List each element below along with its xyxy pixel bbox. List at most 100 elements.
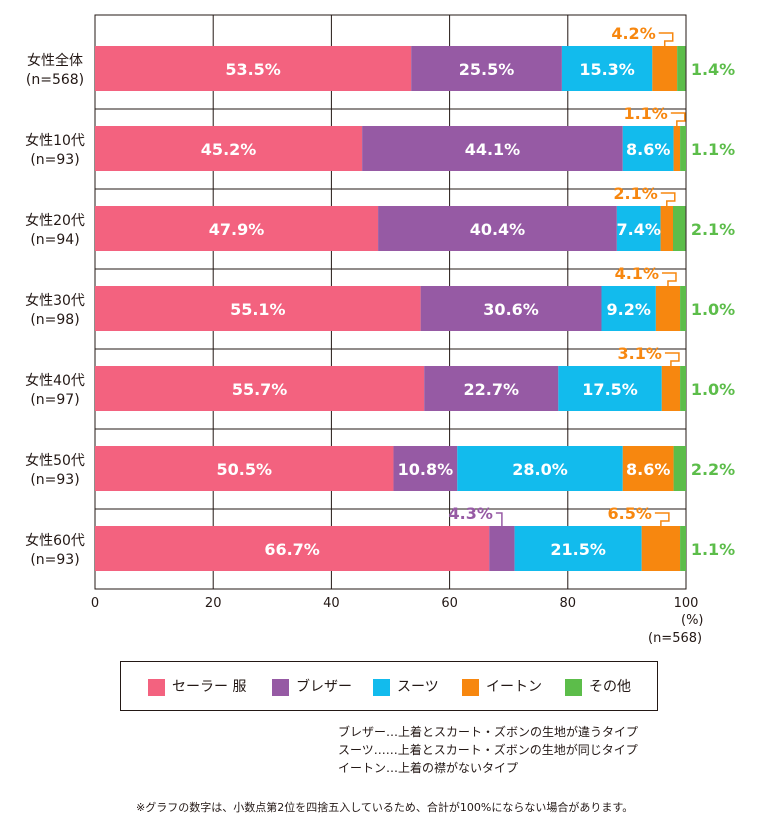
data-label-other: 2.2% — [691, 460, 735, 479]
stacked-bar-chart: 0 20 40 60 80 100 女性全体 (n=568) 53.5% 25.5% 15.3% 4.… — [25, 14, 735, 611]
leader-line-blazer — [495, 512, 503, 526]
category-sample-size: (n=94) — [30, 232, 79, 248]
data-label-sailor: 47.9% — [209, 220, 265, 239]
data-label-other: 1.0% — [691, 380, 735, 399]
bar-blazer — [420, 286, 602, 331]
data-label-suit: 17.5% — [582, 380, 638, 399]
note-blazer: ブレザー…上着とスカート・ズボンの生地が違うタイプ — [338, 725, 639, 739]
legend: セーラー 服 ブレザー スーツ イートン その他 — [120, 661, 658, 711]
data-label-sailor: 55.1% — [230, 300, 286, 319]
bar-sailor — [95, 46, 412, 91]
bar-suit — [601, 286, 656, 331]
category-label: 女性50代 — [25, 452, 85, 469]
leader-line-eton — [658, 32, 674, 46]
x-axis-sample-size: (n=568) — [648, 631, 703, 646]
leader-line-eton — [664, 352, 680, 366]
data-label-blazer: 44.1% — [465, 140, 521, 159]
category-label: 女性10代 — [25, 132, 85, 149]
bar-other — [672, 206, 686, 251]
bar-suit — [558, 366, 662, 411]
category-label: 女性40代 — [25, 372, 85, 389]
data-label-sailor: 55.7% — [232, 380, 288, 399]
bar-suit — [561, 46, 653, 91]
data-label-suit: 15.3% — [579, 60, 635, 79]
data-label-sailor: 50.5% — [216, 460, 272, 479]
data-label-other: 1.1% — [691, 140, 735, 159]
bar-suit — [616, 206, 661, 251]
legend-swatch-sailor — [148, 678, 165, 696]
x-tick-label-0: 0 — [91, 596, 99, 611]
bar-other — [680, 366, 686, 411]
category-sample-size: (n=97) — [30, 392, 79, 408]
legend-item-blazer: ブレザー — [272, 678, 352, 696]
data-label-suit: 9.2% — [606, 300, 650, 319]
data-label-eton: 3.1% — [618, 344, 662, 363]
legend-swatch-other — [565, 678, 582, 696]
bar-blazer — [424, 366, 559, 411]
legend-item-other: その他 — [565, 678, 631, 696]
legend-swatch-blazer — [272, 678, 289, 696]
data-label-sailor: 53.5% — [225, 60, 281, 79]
legend-label-suit: スーツ — [397, 679, 439, 695]
legend-label-other: その他 — [589, 679, 631, 695]
x-axis-unit: (%) — [681, 613, 704, 628]
leader-line-eton — [654, 512, 670, 526]
bar-other — [680, 126, 686, 171]
data-label-other: 1.1% — [691, 540, 735, 559]
bar-other — [680, 526, 686, 571]
bar-eton — [661, 366, 681, 411]
data-label-other: 1.4% — [691, 60, 735, 79]
data-label-blazer: 22.7% — [464, 380, 520, 399]
category-sample-size: (n=93) — [30, 472, 79, 488]
leader-line-eton — [661, 272, 677, 286]
data-label-eton: 4.2% — [611, 24, 655, 43]
legend-swatch-suit — [373, 678, 390, 696]
data-label-sailor: 45.2% — [201, 140, 257, 159]
data-label-blazer: 25.5% — [459, 60, 515, 79]
data-label-eton: 1.1% — [623, 104, 667, 123]
note-eton: イートン…上着の襟がないタイプ — [338, 761, 519, 775]
bar-sailor — [95, 526, 490, 571]
legend-item-suit: スーツ — [373, 678, 439, 696]
data-label-eton: 2.1% — [613, 184, 657, 203]
leader-line-eton — [660, 192, 676, 206]
bar-other — [680, 286, 686, 331]
bar-sailor — [95, 366, 425, 411]
legend-label-sailor: セーラー 服 — [172, 679, 247, 695]
x-tick-label-40: 40 — [323, 596, 340, 611]
x-tick-label-60: 60 — [441, 596, 458, 611]
bar-eton — [673, 126, 681, 171]
data-label-blazer: 10.8% — [398, 460, 454, 479]
bar-other — [673, 446, 686, 491]
data-label-suit: 28.0% — [512, 460, 568, 479]
category-sample-size: (n=93) — [30, 152, 79, 168]
bar-sailor — [95, 206, 379, 251]
bar-suit — [514, 526, 642, 571]
data-label-eton: 8.6% — [626, 460, 670, 479]
bar-blazer — [378, 206, 617, 251]
data-label-blazer: 30.6% — [483, 300, 539, 319]
data-label-other: 1.0% — [691, 300, 735, 319]
legend-item-sailor: セーラー 服 — [148, 678, 246, 696]
data-label-suit: 8.6% — [626, 140, 670, 159]
bar-eton — [652, 46, 678, 91]
data-label-sailor: 66.7% — [264, 540, 320, 559]
legend-label-eton: イートン — [486, 679, 542, 695]
bar-blazer — [411, 46, 562, 91]
data-label-other: 2.1% — [691, 220, 735, 239]
data-label-suit: 21.5% — [550, 540, 606, 559]
leader-line-eton — [670, 112, 686, 126]
footnote: ※グラフの数字は、小数点第2位を四捨五入しているため、合計が100%にならない場… — [136, 801, 634, 814]
bar-suit — [622, 126, 674, 171]
bar-eton — [641, 526, 681, 571]
data-label-blazer: 40.4% — [470, 220, 526, 239]
data-label-suit: 7.4% — [617, 220, 661, 239]
category-label: 女性全体 — [27, 52, 83, 69]
data-label-eton: 6.5% — [608, 504, 652, 523]
category-label: 女性20代 — [25, 212, 85, 229]
legend-label-blazer: ブレザー — [296, 679, 352, 695]
x-tick-label-80: 80 — [560, 596, 577, 611]
category-label: 女性30代 — [25, 292, 85, 309]
bar-eton — [655, 286, 681, 331]
category-sample-size: (n=568) — [26, 72, 84, 88]
